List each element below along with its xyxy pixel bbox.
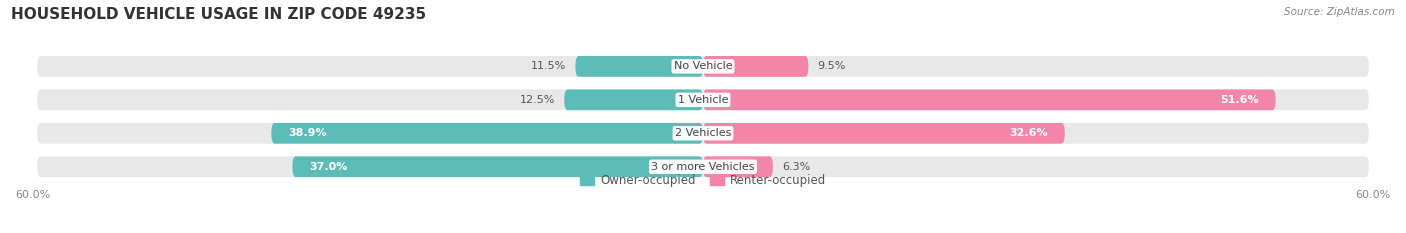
Text: No Vehicle: No Vehicle — [673, 61, 733, 71]
Text: 3 or more Vehicles: 3 or more Vehicles — [651, 162, 755, 172]
FancyBboxPatch shape — [703, 156, 773, 177]
FancyBboxPatch shape — [564, 89, 703, 110]
Text: 2 Vehicles: 2 Vehicles — [675, 128, 731, 138]
Legend: Owner-occupied, Renter-occupied: Owner-occupied, Renter-occupied — [575, 169, 831, 192]
FancyBboxPatch shape — [703, 56, 808, 77]
Text: 60.0%: 60.0% — [1355, 189, 1391, 199]
FancyBboxPatch shape — [703, 89, 1275, 110]
Text: 37.0%: 37.0% — [309, 162, 347, 172]
Text: 32.6%: 32.6% — [1010, 128, 1047, 138]
Text: 6.3%: 6.3% — [782, 162, 810, 172]
Text: 9.5%: 9.5% — [817, 61, 845, 71]
FancyBboxPatch shape — [37, 123, 1369, 144]
FancyBboxPatch shape — [37, 89, 1369, 110]
Text: 12.5%: 12.5% — [520, 95, 555, 105]
FancyBboxPatch shape — [575, 56, 703, 77]
FancyBboxPatch shape — [292, 156, 703, 177]
FancyBboxPatch shape — [37, 156, 1369, 177]
Text: 51.6%: 51.6% — [1220, 95, 1258, 105]
FancyBboxPatch shape — [703, 123, 1064, 144]
Text: Source: ZipAtlas.com: Source: ZipAtlas.com — [1284, 7, 1395, 17]
Text: 1 Vehicle: 1 Vehicle — [678, 95, 728, 105]
Text: 11.5%: 11.5% — [531, 61, 567, 71]
Text: 38.9%: 38.9% — [288, 128, 326, 138]
Text: 60.0%: 60.0% — [15, 189, 51, 199]
Text: HOUSEHOLD VEHICLE USAGE IN ZIP CODE 49235: HOUSEHOLD VEHICLE USAGE IN ZIP CODE 4923… — [11, 7, 426, 22]
FancyBboxPatch shape — [37, 56, 1369, 77]
FancyBboxPatch shape — [271, 123, 703, 144]
